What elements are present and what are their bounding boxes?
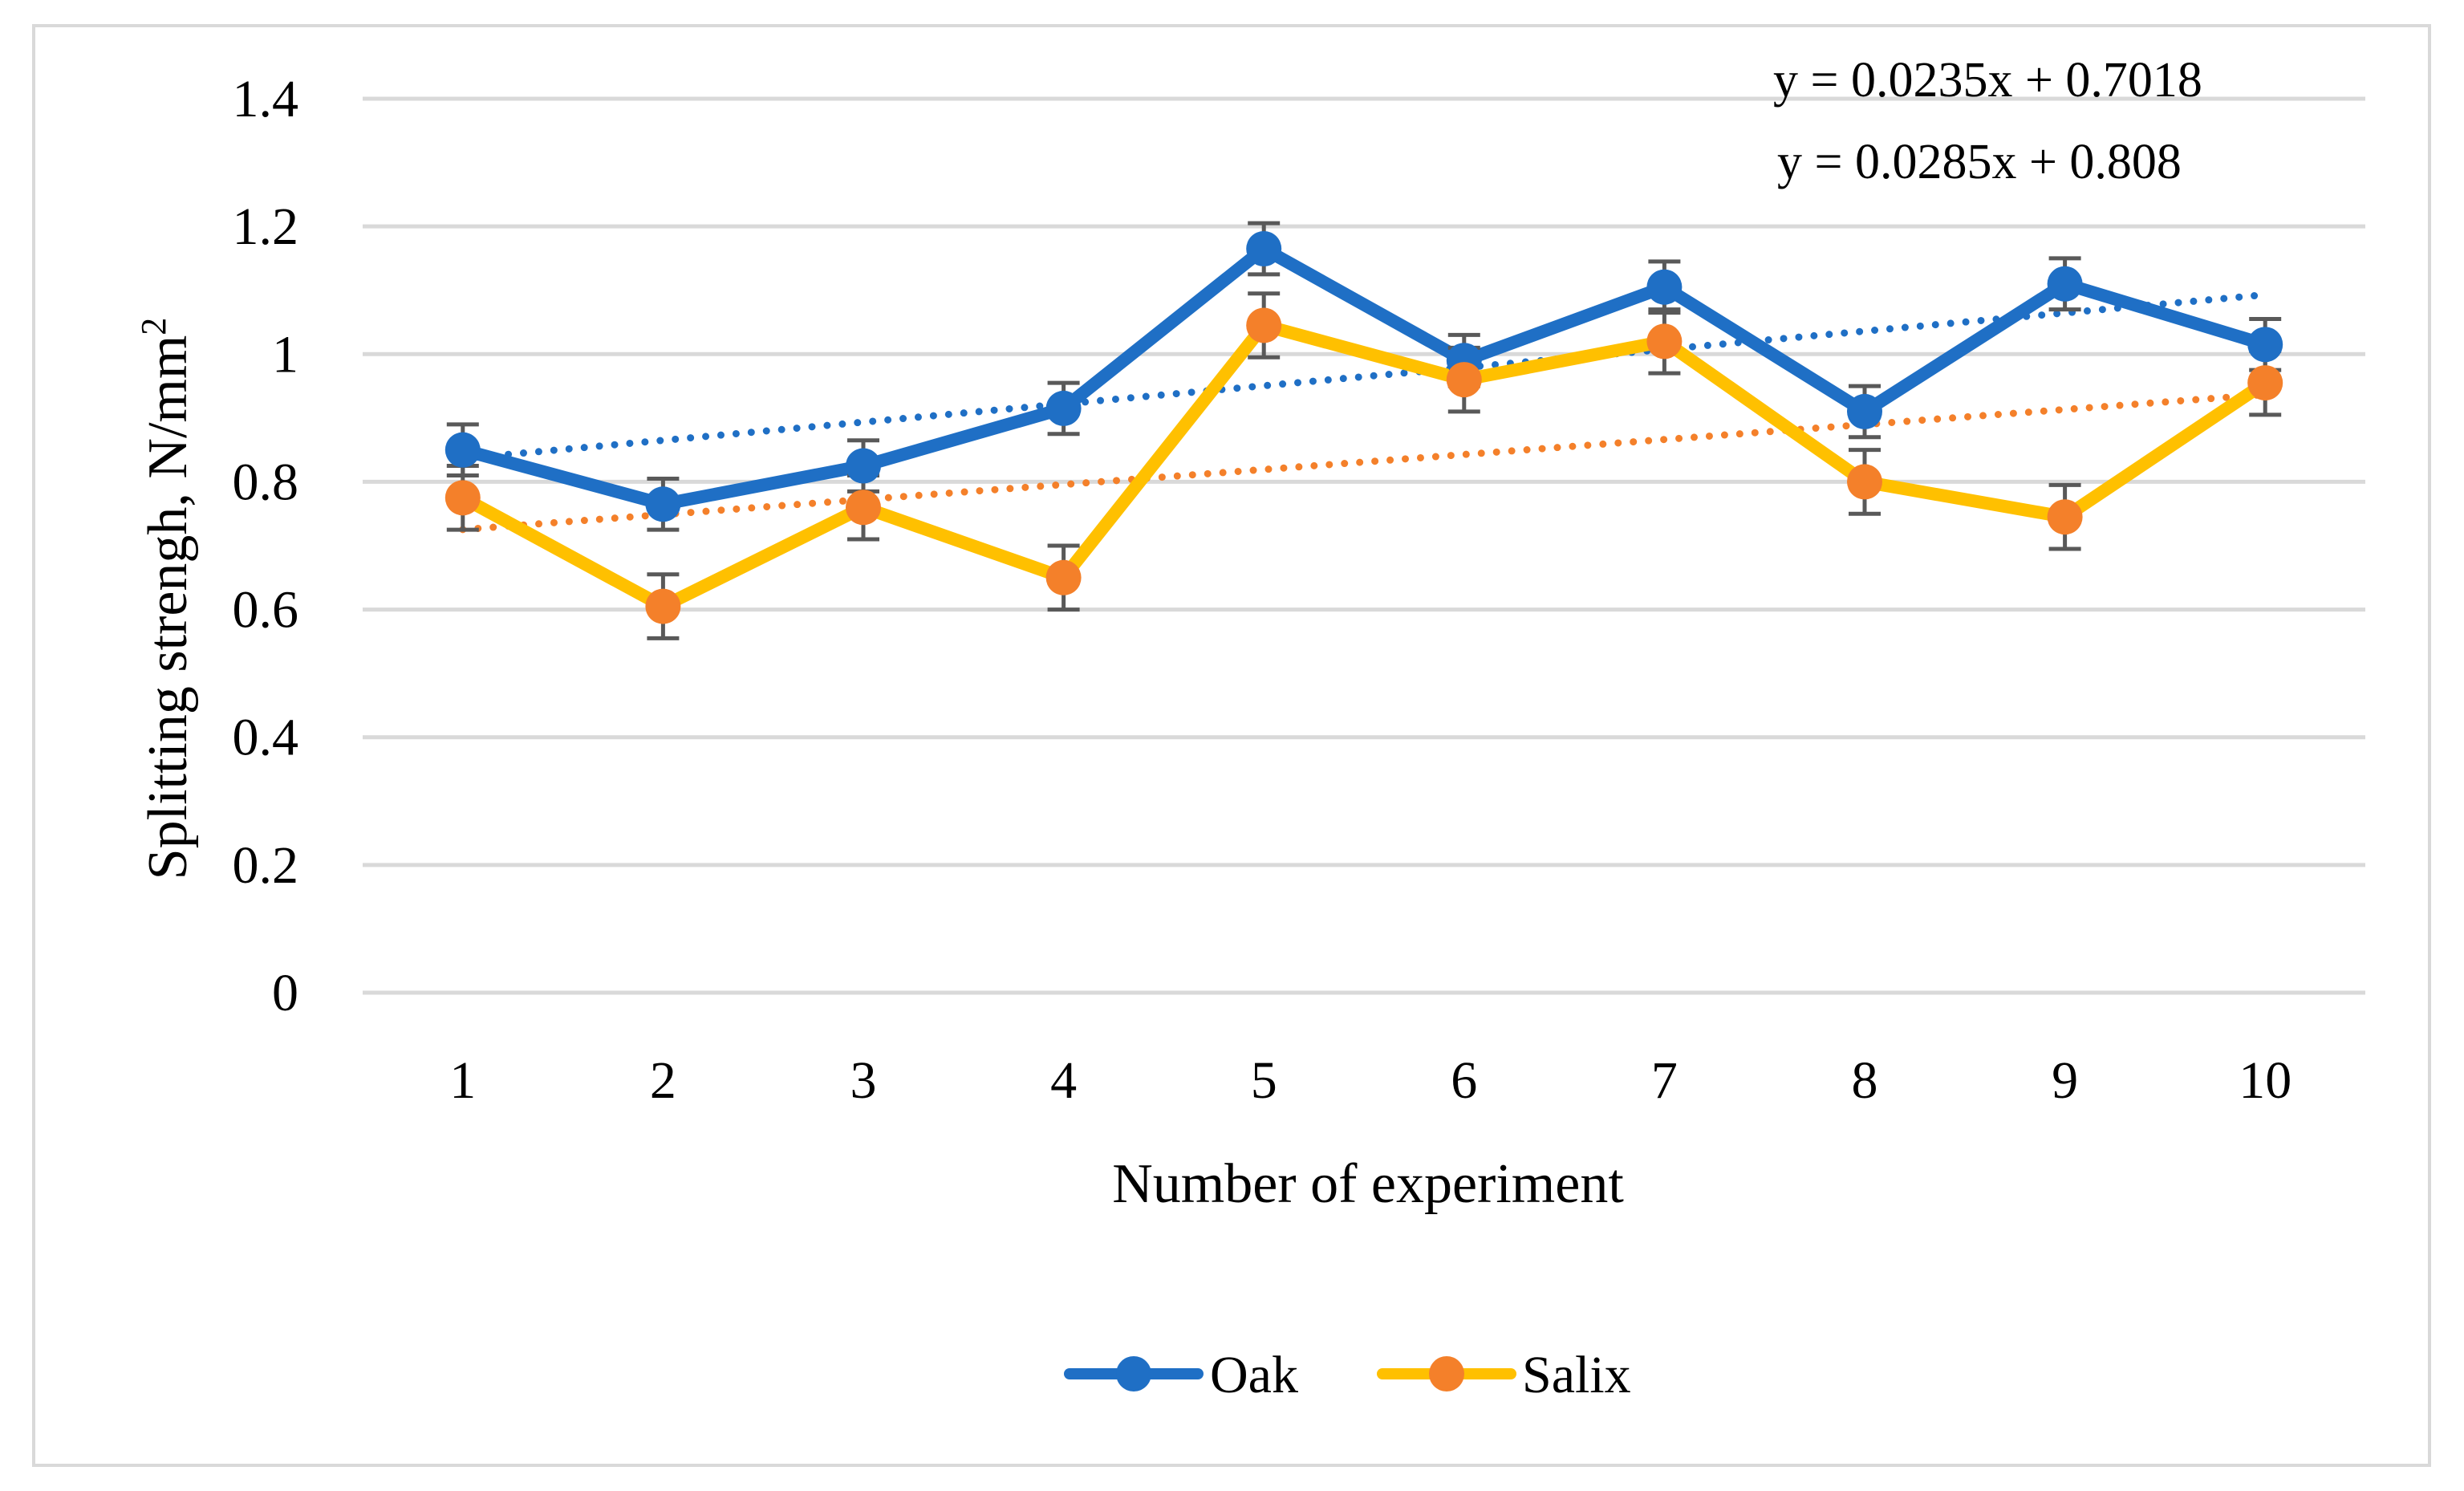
point-salix-1 [444, 480, 481, 516]
point-oak-5 [1246, 230, 1282, 266]
legend-item-oak: Oak [1064, 1346, 1298, 1404]
legend-item-salix: Salix [1377, 1346, 1631, 1404]
y-tick-labels: 0 0.2 0.4 0.6 0.8 1 1.2 1.4 [233, 70, 299, 1022]
trendline-salix [459, 391, 2269, 534]
point-oak-10 [2247, 327, 2283, 363]
trendlines [459, 290, 2269, 534]
point-salix-10 [2247, 365, 2283, 401]
y-axis-label-text: Splitting strengh, N/mm [137, 335, 199, 880]
point-salix-9 [2047, 499, 2083, 535]
point-salix-8 [1847, 464, 1882, 500]
trendline-oak [459, 290, 2269, 462]
legend-label-salix: Salix [1522, 1346, 1631, 1404]
y-tick-label-7: 1.4 [233, 70, 299, 128]
annotation-salix-trend: y = 0.0235x + 0.7018 [1773, 53, 2202, 108]
y-tick-label-4: 0.8 [233, 453, 299, 511]
point-salix-3 [846, 490, 881, 526]
point-oak-2 [645, 486, 681, 522]
x-tick-label-1: 1 [449, 1051, 476, 1110]
point-salix-6 [1446, 362, 1482, 398]
y-tick-label-2: 0.4 [233, 709, 299, 767]
point-oak-3 [846, 448, 881, 484]
x-tick-label-8: 8 [1852, 1051, 1878, 1110]
x-tick-label-6: 6 [1451, 1051, 1477, 1110]
legend-oak-marker [1116, 1356, 1151, 1391]
y-axis-label: Splitting strengh, N/mm2 [134, 318, 199, 880]
y-tick-label-5: 1 [272, 325, 298, 384]
series-line-oak [456, 242, 2272, 511]
x-tick-label-9: 9 [2052, 1051, 2078, 1110]
point-oak-7 [1646, 269, 1683, 305]
x-tick-label-10: 10 [2239, 1051, 2291, 1110]
y-tick-label-3: 0.6 [233, 581, 299, 640]
x-tick-label-3: 3 [850, 1051, 877, 1110]
point-salix-5 [1246, 307, 1282, 343]
y-tick-label-1: 0.2 [233, 836, 299, 895]
point-oak-4 [1045, 390, 1082, 426]
point-salix-4 [1045, 559, 1082, 595]
point-salix-7 [1646, 323, 1683, 360]
x-tick-labels: 1 2 3 4 5 6 7 8 9 10 [449, 1051, 2291, 1110]
x-tick-label-2: 2 [650, 1051, 676, 1110]
chart-frame [32, 24, 2431, 1467]
y-tick-label-6: 1.2 [233, 197, 299, 256]
point-oak-8 [1847, 393, 1882, 429]
y-tick-label-0: 0 [272, 964, 298, 1022]
x-tick-label-4: 4 [1050, 1051, 1077, 1110]
legend: Oak Salix [1064, 1346, 1631, 1404]
point-oak-1 [444, 432, 481, 468]
point-oak-9 [2047, 266, 2083, 302]
series-lines [456, 242, 2272, 613]
point-salix-2 [645, 588, 681, 624]
y-axis-label-superscript: 2 [134, 318, 173, 335]
annotation-oak-trend: y = 0.0285x + 0.808 [1777, 135, 2182, 189]
x-axis-label: Number of experiment [1112, 1153, 1624, 1215]
series-line-salix [456, 319, 2272, 613]
x-tick-label-5: 5 [1251, 1051, 1277, 1110]
legend-salix-marker [1429, 1356, 1464, 1391]
legend-label-oak: Oak [1210, 1346, 1298, 1404]
series-markers [444, 230, 2283, 624]
x-tick-label-7: 7 [1651, 1051, 1678, 1110]
